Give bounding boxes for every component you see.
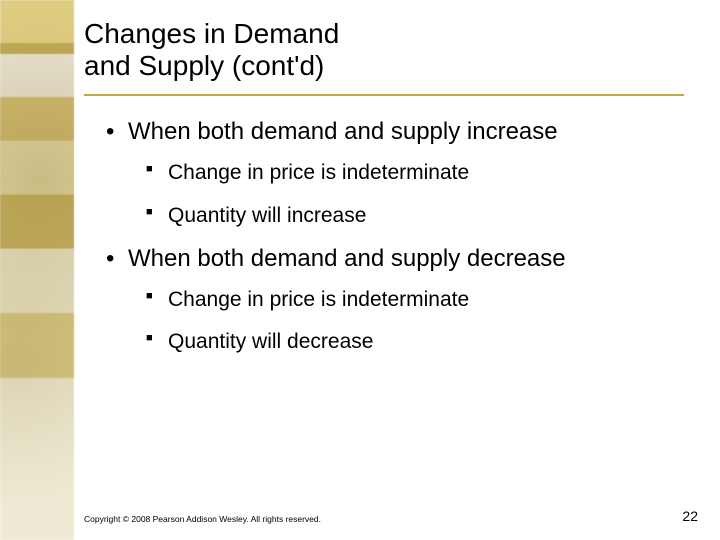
slide-footer: Copyright © 2008 Pearson Addison Wesley.… [84, 508, 704, 524]
bullet-text: When both demand and supply increase [128, 118, 558, 145]
sub-bullet-text: Quantity will decrease [168, 330, 373, 353]
bullet-list: When both demand and supply increase Cha… [106, 118, 694, 356]
sub-bullet-list: Change in price is indeterminate Quantit… [146, 160, 694, 229]
page-number: 22 [682, 508, 704, 524]
sub-bullet-list: Change in price is indeterminate Quantit… [146, 287, 694, 356]
title-line-1: Changes in Demand [84, 18, 339, 49]
sub-bullet-text: Change in price is indeterminate [168, 161, 469, 184]
sub-bullet-text: Change in price is indeterminate [168, 288, 469, 311]
slide-body: When both demand and supply increase Cha… [84, 118, 694, 372]
sub-bullet-item: Change in price is indeterminate [146, 287, 694, 313]
title-underline [84, 94, 684, 96]
bullet-item: When both demand and supply decrease Cha… [106, 245, 694, 356]
bullet-text: When both demand and supply decrease [128, 245, 566, 272]
title-line-2: and Supply (cont'd) [84, 50, 324, 81]
sub-bullet-item: Change in price is indeterminate [146, 160, 694, 186]
sub-bullet-item: Quantity will increase [146, 203, 694, 229]
copyright-text: Copyright © 2008 Pearson Addison Wesley.… [84, 514, 321, 524]
sub-bullet-item: Quantity will decrease [146, 329, 694, 355]
decorative-left-shade [0, 0, 74, 540]
slide-title: Changes in Demand and Supply (cont'd) [84, 18, 694, 82]
sub-bullet-text: Quantity will increase [168, 204, 366, 227]
bullet-item: When both demand and supply increase Cha… [106, 118, 694, 229]
